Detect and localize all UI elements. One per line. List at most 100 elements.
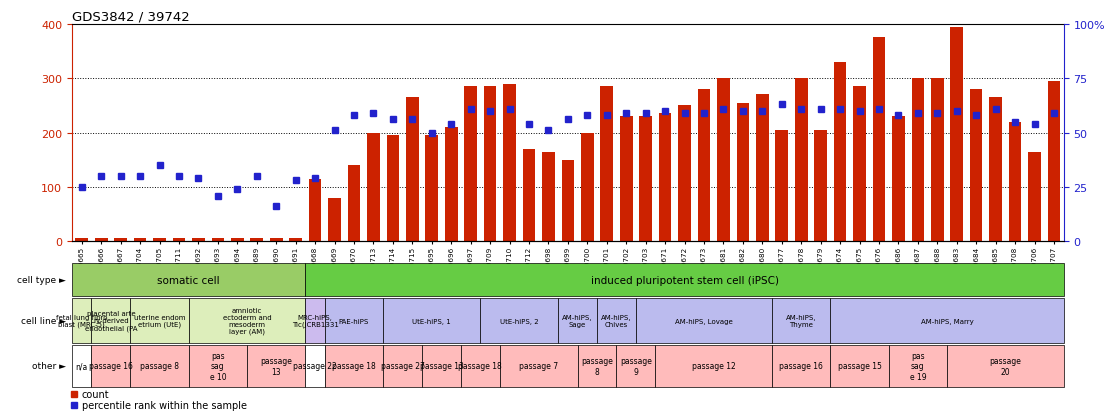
Bar bbox=[72, 263, 306, 297]
Bar bbox=[464, 87, 476, 242]
Bar bbox=[698, 90, 710, 242]
Bar bbox=[192, 239, 205, 242]
Text: percentile rank within the sample: percentile rank within the sample bbox=[82, 400, 247, 410]
Bar bbox=[873, 38, 885, 242]
Bar bbox=[542, 152, 555, 242]
Bar bbox=[947, 345, 1064, 387]
Text: uterine endom
etrium (UtE): uterine endom etrium (UtE) bbox=[134, 314, 185, 328]
Text: somatic cell: somatic cell bbox=[157, 275, 220, 285]
Bar bbox=[619, 117, 633, 242]
Text: amniotic
ectoderm and
mesoderm
layer (AM): amniotic ectoderm and mesoderm layer (AM… bbox=[223, 307, 271, 335]
Bar bbox=[309, 179, 321, 242]
Bar bbox=[737, 103, 749, 242]
Bar bbox=[134, 239, 146, 242]
Bar bbox=[951, 28, 963, 242]
Bar bbox=[131, 298, 188, 344]
Text: n/a: n/a bbox=[75, 361, 88, 370]
Bar bbox=[989, 98, 1002, 242]
Bar bbox=[717, 79, 730, 242]
Text: fetal lung fibro
blast (MRC-5): fetal lung fibro blast (MRC-5) bbox=[57, 314, 107, 328]
Bar bbox=[445, 128, 458, 242]
Bar bbox=[601, 87, 613, 242]
Bar bbox=[562, 160, 574, 242]
Text: AM-hiPS,
Sage: AM-hiPS, Sage bbox=[563, 314, 593, 328]
Bar bbox=[188, 345, 247, 387]
Text: other ►: other ► bbox=[32, 361, 66, 370]
Bar bbox=[889, 345, 947, 387]
Bar bbox=[833, 63, 847, 242]
Text: passage 16: passage 16 bbox=[89, 361, 133, 370]
Bar bbox=[72, 345, 92, 387]
Bar bbox=[776, 131, 788, 242]
Bar bbox=[328, 198, 341, 242]
Bar bbox=[523, 150, 535, 242]
Text: PAE-hiPS: PAE-hiPS bbox=[339, 318, 369, 324]
Bar bbox=[383, 298, 481, 344]
Bar bbox=[639, 117, 652, 242]
Text: induced pluripotent stem cell (iPSC): induced pluripotent stem cell (iPSC) bbox=[591, 275, 779, 285]
Text: UtE-hiPS, 1: UtE-hiPS, 1 bbox=[412, 318, 451, 324]
Bar bbox=[422, 345, 461, 387]
Bar bbox=[794, 79, 808, 242]
Bar bbox=[481, 298, 558, 344]
Bar bbox=[230, 239, 244, 242]
Bar bbox=[577, 345, 616, 387]
Bar bbox=[558, 298, 597, 344]
Bar bbox=[425, 136, 438, 242]
Text: AM-hiPS, Lovage: AM-hiPS, Lovage bbox=[675, 318, 732, 324]
Bar bbox=[72, 298, 92, 344]
Text: passage 16: passage 16 bbox=[779, 361, 823, 370]
Bar bbox=[367, 133, 380, 242]
Text: passage
20: passage 20 bbox=[989, 356, 1022, 375]
Text: passage
9: passage 9 bbox=[620, 356, 652, 375]
Bar bbox=[270, 239, 283, 242]
Text: passage
8: passage 8 bbox=[581, 356, 613, 375]
Bar bbox=[153, 239, 166, 242]
Text: UtE-hiPS, 2: UtE-hiPS, 2 bbox=[500, 318, 538, 324]
Bar bbox=[581, 133, 594, 242]
Text: MRC-hiPS,
Tic(JCRB1331: MRC-hiPS, Tic(JCRB1331 bbox=[291, 314, 339, 328]
Text: passage 18: passage 18 bbox=[332, 361, 376, 370]
Bar bbox=[114, 239, 127, 242]
Bar bbox=[250, 239, 263, 242]
Bar bbox=[212, 239, 224, 242]
Text: placental arte
ry-derived
endothelial (PA: placental arte ry-derived endothelial (P… bbox=[84, 311, 137, 331]
Bar bbox=[636, 298, 772, 344]
Bar bbox=[75, 239, 88, 242]
Text: passage 15: passage 15 bbox=[838, 361, 882, 370]
Text: passage 18: passage 18 bbox=[459, 361, 502, 370]
Bar bbox=[92, 298, 131, 344]
Bar bbox=[131, 345, 188, 387]
Bar bbox=[306, 298, 325, 344]
Bar bbox=[830, 345, 889, 387]
Text: passage 22: passage 22 bbox=[294, 361, 337, 370]
Text: passage
13: passage 13 bbox=[260, 356, 293, 375]
Text: AM-hiPS,
Thyme: AM-hiPS, Thyme bbox=[786, 314, 817, 328]
Text: passage 12: passage 12 bbox=[691, 361, 736, 370]
Bar bbox=[1048, 82, 1060, 242]
Bar bbox=[756, 95, 769, 242]
Bar bbox=[325, 298, 383, 344]
Text: passage 27: passage 27 bbox=[381, 361, 424, 370]
Bar bbox=[406, 98, 419, 242]
Bar bbox=[830, 298, 1064, 344]
Bar bbox=[678, 106, 690, 242]
Bar bbox=[188, 298, 306, 344]
Text: passage 13: passage 13 bbox=[420, 361, 463, 370]
Bar bbox=[461, 345, 500, 387]
Bar bbox=[247, 345, 306, 387]
Bar bbox=[92, 345, 131, 387]
Bar bbox=[306, 345, 325, 387]
Bar bbox=[503, 84, 516, 242]
Text: AM-hiPS,
Chives: AM-hiPS, Chives bbox=[602, 314, 632, 328]
Text: pas
sag
e 10: pas sag e 10 bbox=[209, 351, 226, 381]
Bar bbox=[912, 79, 924, 242]
Text: pas
sag
e 19: pas sag e 19 bbox=[910, 351, 926, 381]
Bar bbox=[484, 87, 496, 242]
Bar bbox=[387, 136, 399, 242]
Bar bbox=[306, 263, 1064, 297]
Bar bbox=[772, 345, 830, 387]
Text: passage 8: passage 8 bbox=[140, 361, 179, 370]
Bar bbox=[814, 131, 827, 242]
Bar bbox=[772, 298, 830, 344]
